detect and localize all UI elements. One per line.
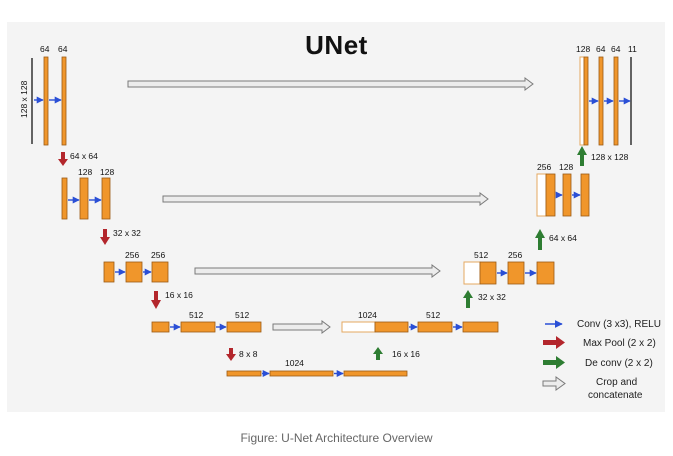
upconv-size-label: 16 x 16	[392, 349, 420, 359]
channel-label: 128	[100, 167, 114, 177]
encoder-level-2: 128 128	[61, 167, 114, 220]
channel-label: 512	[426, 310, 440, 320]
deconv-arrow	[373, 347, 383, 360]
feature-block	[343, 370, 408, 377]
copied-feature-block	[579, 56, 585, 146]
deconv-step-2: 64 x 64	[535, 229, 577, 250]
copied-feature-block	[341, 321, 376, 333]
channel-label: 512	[235, 310, 249, 320]
decoder-level-4: 1024 512	[341, 310, 499, 333]
channel-label: 128	[576, 44, 590, 54]
feature-block	[598, 56, 604, 146]
feature-block	[43, 56, 49, 146]
maxpool-step-3: 16 x 16	[151, 290, 193, 309]
feature-block	[151, 261, 169, 283]
legend-conv-label: Conv (3 x3), RELU	[577, 319, 661, 330]
copied-feature-block	[536, 173, 547, 217]
bottleneck: 1024	[226, 358, 408, 377]
legend-crop-icon	[542, 376, 566, 391]
channel-label: 256	[537, 162, 551, 172]
feature-block	[103, 261, 115, 283]
maxpool-arrow	[151, 291, 161, 309]
channel-label: 128	[559, 162, 573, 172]
channel-label: 64	[611, 44, 621, 54]
channel-label: 64	[596, 44, 606, 54]
encoder-level-4: 512 512	[151, 310, 262, 333]
feature-block	[545, 173, 556, 217]
input-size-label: 128 x 128	[19, 80, 29, 118]
upconv-size-label: 64 x 64	[549, 233, 577, 243]
maxpool-arrow	[58, 152, 68, 166]
deconv-arrow	[463, 290, 473, 308]
feature-block	[580, 173, 590, 217]
maxpool-arrow	[226, 348, 236, 361]
deconv-step-1: 128 x 128	[577, 146, 629, 166]
deconv-arrow	[577, 146, 587, 166]
legend-crop-label-2: concatenate	[588, 390, 643, 401]
legend-deconv-label: De conv (2 x 2)	[585, 358, 653, 369]
deconv-step-3: 32 x 32	[463, 290, 506, 308]
feature-block	[79, 177, 89, 220]
deconv-arrow	[535, 229, 545, 250]
encoder-level-3: 256 256	[103, 250, 169, 283]
feature-block	[180, 321, 216, 333]
pool-size-label: 8 x 8	[239, 349, 258, 359]
feature-block	[374, 321, 409, 333]
maxpool-step-1: 64 x 64	[58, 151, 98, 166]
decoder-level-2: 256 128	[536, 162, 590, 217]
channel-label: 1024	[285, 358, 304, 368]
decoder-level-3: 512 256	[463, 250, 555, 285]
maxpool-step-4: 8 x 8	[226, 348, 258, 361]
decoder-level-1: 128 64 64 11	[576, 44, 637, 146]
crop-concat-arrow	[162, 192, 489, 206]
feature-block	[125, 261, 143, 283]
legend: Conv (3 x3), RELU Max Pool (2 x 2) De co…	[542, 319, 661, 401]
legend-maxpool-label: Max Pool (2 x 2)	[583, 338, 656, 349]
channel-label: 256	[508, 250, 522, 260]
feature-block	[417, 321, 453, 333]
copied-feature-block	[463, 261, 481, 285]
feature-block	[61, 177, 68, 220]
channel-label: 512	[189, 310, 203, 320]
channel-label: 256	[125, 250, 139, 260]
crop-concat-arrow	[272, 320, 331, 334]
channel-label: 11	[628, 44, 637, 54]
pool-size-label: 64 x 64	[70, 151, 98, 161]
upconv-size-label: 128 x 128	[591, 152, 629, 162]
feature-block	[583, 56, 589, 146]
channel-label: 64	[40, 44, 50, 54]
legend-crop-label: Crop and	[596, 377, 637, 388]
feature-block	[151, 321, 170, 333]
legend-deconv-icon	[543, 356, 565, 369]
feature-block	[101, 177, 111, 220]
pool-size-label: 16 x 16	[165, 290, 193, 300]
channel-label: 64	[58, 44, 68, 54]
encoder-level-1: 128 x 128 64 64	[19, 44, 68, 146]
figure-caption: Figure: U-Net Architecture Overview	[240, 431, 433, 445]
feature-block	[613, 56, 619, 146]
upconv-size-label: 32 x 32	[478, 292, 506, 302]
feature-block	[479, 261, 497, 285]
deconv-step-4: 16 x 16	[373, 347, 420, 360]
feature-block	[226, 321, 262, 333]
crop-concat-arrow	[194, 264, 441, 278]
maxpool-step-2: 32 x 32	[100, 228, 141, 245]
maxpool-arrow	[100, 229, 110, 245]
feature-block	[462, 321, 499, 333]
feature-block	[536, 261, 555, 285]
crop-concat-arrow	[127, 77, 534, 91]
feature-block	[61, 56, 67, 146]
channel-label: 128	[78, 167, 92, 177]
diagram-title: UNet	[305, 30, 368, 60]
feature-block	[269, 370, 334, 377]
pool-size-label: 32 x 32	[113, 228, 141, 238]
channel-label: 1024	[358, 310, 377, 320]
feature-block	[507, 261, 525, 285]
feature-block	[562, 173, 572, 217]
channel-label: 256	[151, 250, 165, 260]
feature-block	[226, 370, 262, 377]
legend-maxpool-icon	[543, 336, 565, 349]
channel-label: 512	[474, 250, 488, 260]
